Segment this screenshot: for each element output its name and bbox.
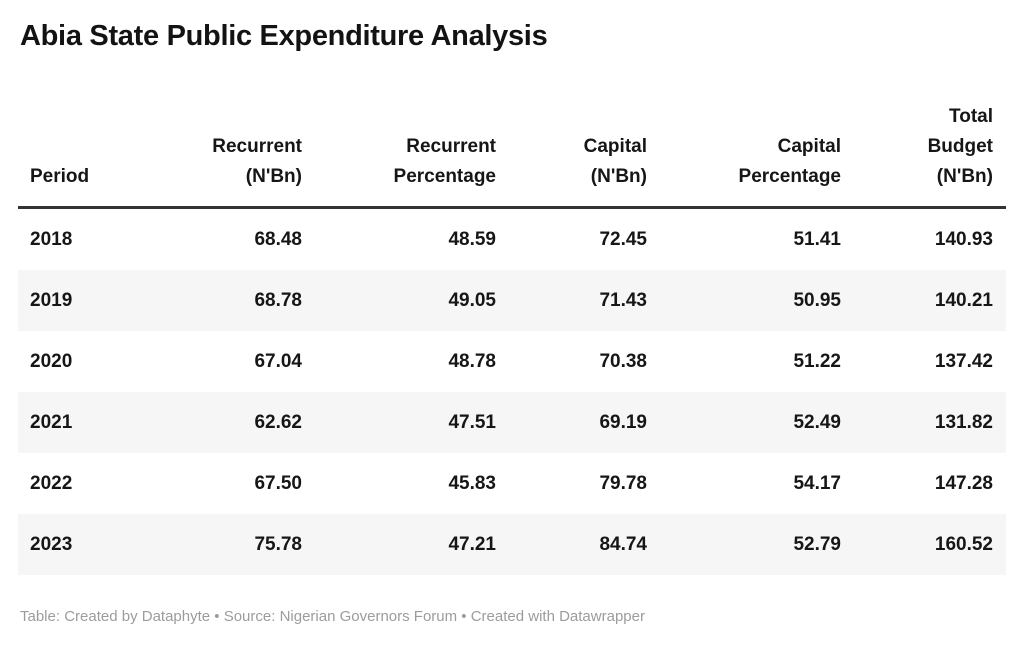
table-row: 2022 67.50 45.83 79.78 54.17 147.28: [18, 453, 1006, 514]
table-header: Period Recurrent (N'Bn) Recurrent Percen…: [18, 102, 1006, 208]
table-cell: 2019: [30, 290, 73, 311]
header-line: Budget: [927, 136, 993, 157]
column-header-total-budget: Total Budget (N'Bn): [854, 102, 1006, 208]
table-cell: 52.79: [793, 534, 841, 555]
header-line: Recurrent: [406, 136, 496, 157]
table-cell: 51.41: [793, 229, 841, 250]
header-line: Capital: [583, 136, 647, 157]
table-cell: 140.21: [934, 290, 993, 311]
table-cell: 2022: [30, 473, 73, 494]
table-cell: 62.62: [254, 412, 302, 433]
header-line: Recurrent: [212, 136, 302, 157]
table-cell: 47.21: [448, 534, 496, 555]
header-row: Period Recurrent (N'Bn) Recurrent Percen…: [18, 102, 1006, 208]
table-cell: 47.51: [448, 412, 496, 433]
table-row: 2020 67.04 48.78 70.38 51.22 137.42: [18, 331, 1006, 392]
table-cell: 75.78: [254, 534, 302, 555]
table-cell: 71.43: [599, 290, 647, 311]
table-cell: 48.59: [448, 229, 496, 250]
table-cell: 72.45: [599, 229, 647, 250]
header-line: Total: [949, 106, 993, 127]
table-cell: 52.49: [793, 412, 841, 433]
table-cell: 2023: [30, 534, 73, 555]
column-header-period: Period: [18, 102, 160, 208]
table-cell: 140.93: [934, 229, 993, 250]
table-cell: 2020: [30, 351, 73, 372]
header-line: Percentage: [738, 166, 841, 187]
table-container: Period Recurrent (N'Bn) Recurrent Percen…: [18, 102, 1006, 575]
header-line: (N'Bn): [936, 166, 993, 187]
table-cell: 131.82: [934, 412, 993, 433]
table-body: 2018 68.48 48.59 72.45 51.41 140.93 2019…: [18, 208, 1006, 575]
table-cell: 137.42: [934, 351, 993, 372]
table-cell: 2018: [30, 229, 73, 250]
table-row: 2019 68.78 49.05 71.43 50.95 140.21: [18, 270, 1006, 331]
column-header-capital: Capital (N'Bn): [509, 102, 660, 208]
header-line: Capital: [777, 136, 841, 157]
table-cell: 67.50: [254, 473, 302, 494]
table-row: 2018 68.48 48.59 72.45 51.41 140.93: [18, 208, 1006, 271]
page-title: Abia State Public Expenditure Analysis: [20, 20, 548, 52]
table-cell: 50.95: [793, 290, 841, 311]
table-cell: 49.05: [448, 290, 496, 311]
column-header-recurrent: Recurrent (N'Bn): [160, 102, 315, 208]
header-line: Percentage: [393, 166, 496, 187]
table-cell: 70.38: [599, 351, 647, 372]
table-cell: 67.04: [254, 351, 302, 372]
table-cell: 160.52: [934, 534, 993, 555]
table-cell: 79.78: [599, 473, 647, 494]
table-cell: 69.19: [599, 412, 647, 433]
table-cell: 147.28: [934, 473, 993, 494]
table-cell: 45.83: [448, 473, 496, 494]
table-cell: 84.74: [599, 534, 647, 555]
header-line: (N'Bn): [590, 166, 647, 187]
column-header-recurrent-percentage: Recurrent Percentage: [315, 102, 509, 208]
header-line: (N'Bn): [245, 166, 302, 187]
table-cell: 48.78: [448, 351, 496, 372]
table-cell: 2021: [30, 412, 73, 433]
table-row: 2021 62.62 47.51 69.19 52.49 131.82: [18, 392, 1006, 453]
table-cell: 51.22: [793, 351, 841, 372]
header-line: Period: [30, 166, 90, 187]
table-cell: 68.48: [254, 229, 302, 250]
expenditure-table: Period Recurrent (N'Bn) Recurrent Percen…: [18, 102, 1006, 575]
table-cell: 68.78: [254, 290, 302, 311]
column-header-capital-percentage: Capital Percentage: [660, 102, 854, 208]
attribution-footer: Table: Created by Dataphyte • Source: Ni…: [20, 608, 645, 625]
table-cell: 54.17: [793, 473, 841, 494]
table-row: 2023 75.78 47.21 84.74 52.79 160.52: [18, 514, 1006, 575]
